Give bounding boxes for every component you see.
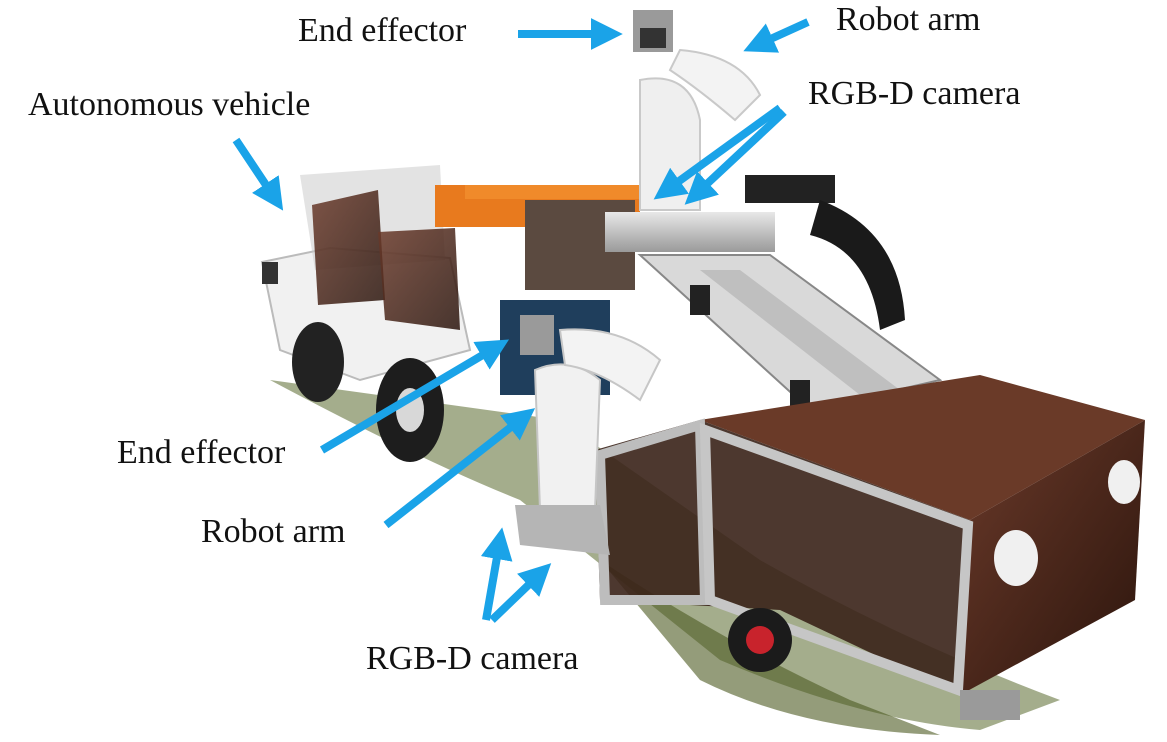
arrow-rgbd-top-2 [684, 109, 787, 205]
trailer-enclosure [594, 375, 1145, 720]
label-end-effector-mid: End effector [117, 434, 286, 471]
arrow-robot-arm-mid [383, 408, 536, 529]
arrow-rgbd-bottom-1 [480, 527, 513, 621]
label-end-effector-top: End effector [298, 12, 467, 49]
label-rgbd-camera-bottom: RGB-D camera [366, 640, 579, 677]
slide-rails [637, 254, 943, 412]
arrow-robot-arm-top [743, 18, 810, 53]
arrow-rgbd-top-1 [653, 104, 783, 200]
robot-arm-lower [515, 315, 662, 555]
label-rgbd-camera-top: RGB-D camera [808, 75, 1021, 112]
label-robot-arm-top: Robot arm [836, 1, 981, 38]
label-autonomous-vehicle: Autonomous vehicle [28, 86, 311, 123]
autonomous-vehicle [260, 165, 640, 462]
annotation-arrows [232, 18, 810, 623]
arrow-autonomous-vehicle [232, 137, 284, 211]
arrow-end-effector-mid [319, 339, 510, 454]
label-robot-arm-mid: Robot arm [201, 513, 346, 550]
arrow-rgbd-bottom-2 [489, 563, 552, 623]
